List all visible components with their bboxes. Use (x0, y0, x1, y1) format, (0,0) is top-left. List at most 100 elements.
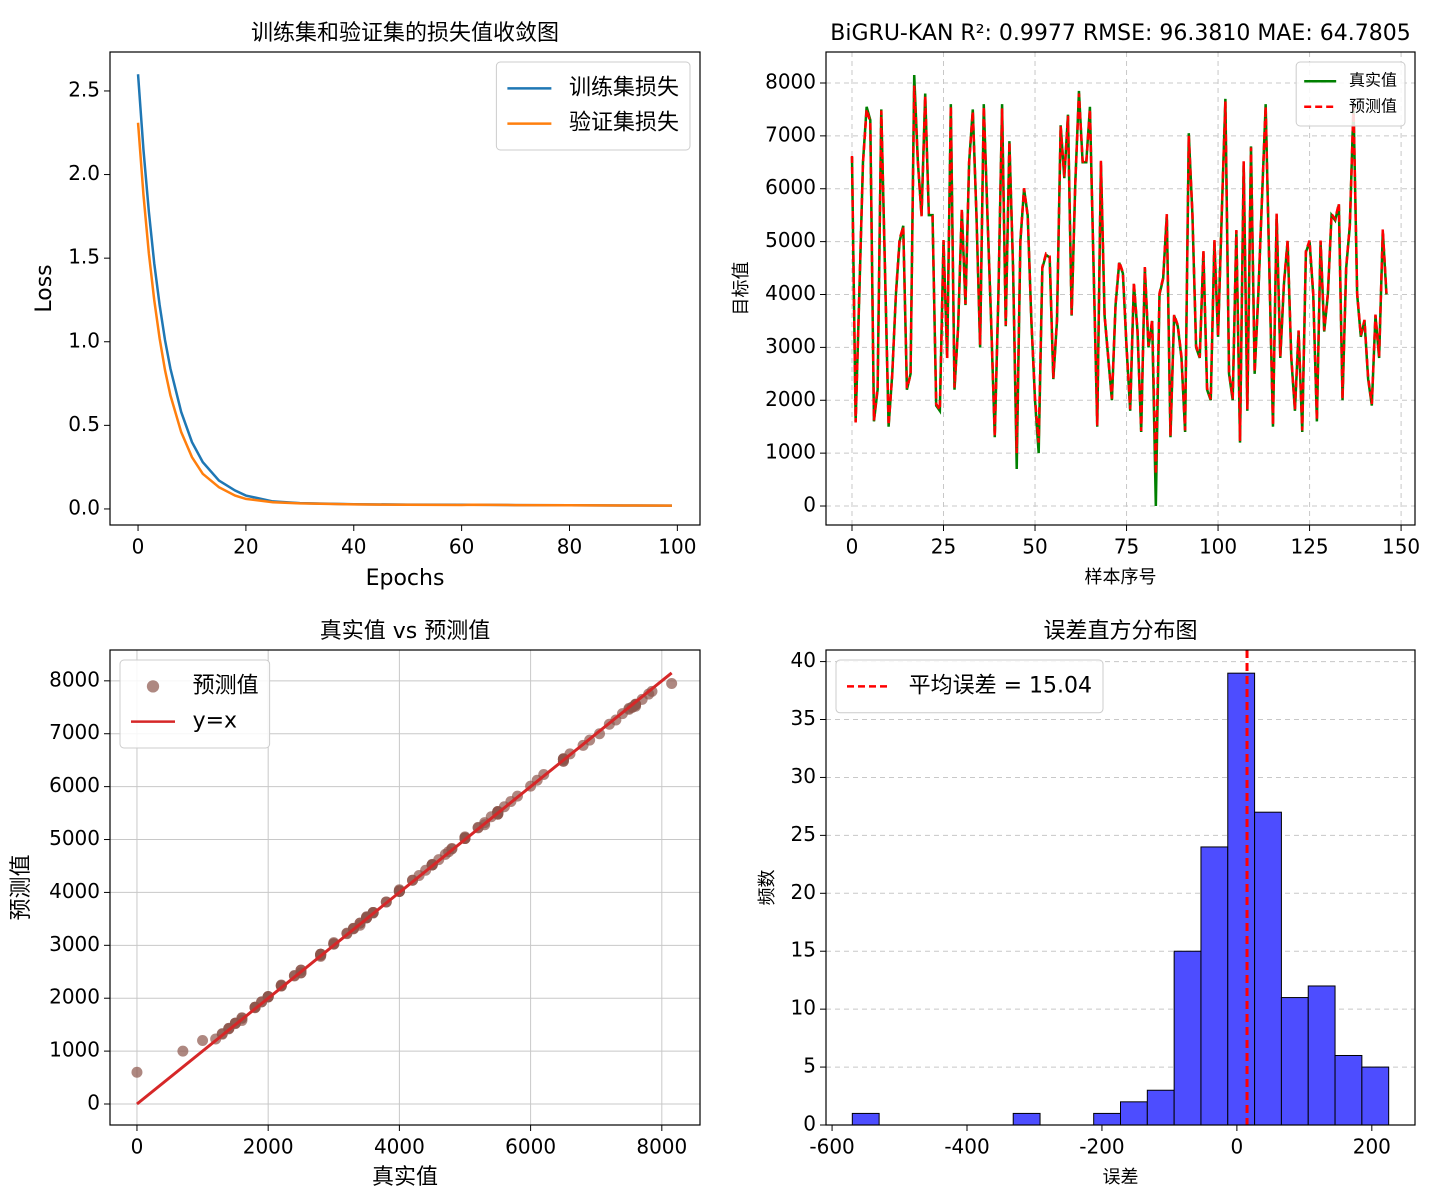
legend-label: 平均误差 = 15.04 (909, 673, 1092, 698)
scatter-point (646, 685, 658, 697)
scatter-point (197, 1035, 209, 1047)
y-tick-label: 40 (791, 648, 816, 672)
histogram-bar (1227, 672, 1256, 1126)
x-tick-label: 0 (131, 1135, 144, 1159)
y-tick-label: 35 (791, 706, 816, 730)
series-line (136, 122, 672, 507)
y-tick-label: 0.5 (68, 412, 100, 436)
x-tick-label: -200 (1079, 1135, 1124, 1159)
x-tick-label: -400 (944, 1135, 989, 1159)
y-tick-label: 0 (87, 1091, 100, 1115)
y-tick-label: 2.5 (68, 77, 100, 101)
axes-frame (825, 51, 1416, 526)
legend: 预测值 y=x (119, 659, 271, 749)
y-axis-label: 目标值 (731, 262, 752, 316)
chart-title: 误差直方分布图 (1043, 619, 1197, 644)
y-axis-label: 预测值 (9, 854, 34, 920)
x-tick-label: 8000 (636, 1135, 687, 1159)
y-tick-label: 3000 (49, 932, 100, 956)
x-tick-label: 60 (449, 535, 474, 559)
histogram-bar (1307, 985, 1336, 1126)
y-tick-label: 0.0 (68, 495, 100, 519)
x-tick-label: 40 (341, 535, 366, 559)
y-tick-label: 2000 (49, 985, 100, 1009)
y-tick-label: 5000 (49, 826, 100, 850)
x-tick-label: -600 (809, 1135, 854, 1159)
x-tick-label: 75 (1114, 535, 1139, 559)
histogram-bar (1361, 1066, 1390, 1126)
x-tick-label: 0 (132, 535, 145, 559)
y-tick-label: 4000 (49, 879, 100, 903)
y-tick-label: 5000 (765, 228, 816, 252)
histogram-bar (1146, 1089, 1175, 1126)
y-tick-label: 8000 (49, 667, 100, 691)
x-tick-label: 0 (1231, 1135, 1244, 1159)
histogram-bar (1200, 846, 1229, 1126)
chart-title: 训练集和验证集的损失值收敛图 (251, 21, 559, 46)
histogram-bar (1280, 997, 1309, 1126)
y-tick-label: 5 (803, 1054, 816, 1078)
legend-label: 训练集损失 (569, 75, 679, 100)
x-tick-label: 4000 (374, 1135, 425, 1159)
histogram-bar (1012, 1112, 1041, 1126)
y-tick-label: 3000 (765, 334, 816, 358)
x-tick-label: 25 (931, 535, 956, 559)
histogram-bar (1173, 950, 1202, 1126)
legend-box (1295, 61, 1406, 127)
y-tick-label: 2000 (765, 387, 816, 411)
legend-label: y=x (193, 709, 237, 734)
scatter-point (630, 699, 642, 711)
legend-label: 预测值 (1349, 96, 1397, 115)
x-tick-label: 100 (658, 535, 696, 559)
histogram-bar (1334, 1054, 1363, 1126)
x-tick-label: 200 (1353, 1135, 1391, 1159)
x-axis-label: 样本序号 (1085, 567, 1157, 588)
x-tick-label: 50 (1022, 535, 1047, 559)
histogram-bar (851, 1112, 880, 1126)
scatter-point (593, 728, 605, 740)
y-tick-label: 6000 (765, 175, 816, 199)
legend-box (119, 659, 271, 749)
x-tick-label: 2000 (243, 1135, 294, 1159)
y-tick-label: 15 (791, 938, 816, 962)
axes-frame (109, 649, 701, 1126)
y-tick-label: 6000 (49, 773, 100, 797)
scatter-point (666, 677, 678, 689)
x-tick-label: 0 (846, 535, 859, 559)
histogram-bar (1120, 1101, 1148, 1126)
y-tick-label: 1000 (765, 440, 816, 464)
x-tick-label: 20 (233, 535, 258, 559)
legend-box (835, 659, 1104, 714)
scatter-point (177, 1045, 189, 1057)
x-tick-label: 80 (557, 535, 582, 559)
axes-frame (825, 649, 1416, 1126)
legend-label: 预测值 (193, 673, 259, 698)
y-tick-label: 1.5 (68, 245, 100, 269)
y-tick-label: 4000 (765, 281, 816, 305)
reference-line (136, 671, 673, 1106)
y-tick-label: 2.0 (68, 161, 100, 185)
chart-title: BiGRU-KAN R²: 0.9977 RMSE: 96.3810 MAE: … (830, 21, 1410, 46)
chart-title: 真实值 vs 预测值 (320, 619, 490, 644)
y-tick-label: 0 (803, 1112, 816, 1136)
legend-label: 真实值 (1349, 71, 1397, 90)
y-tick-label: 30 (791, 764, 816, 788)
x-axis-label: 误差 (1103, 1167, 1139, 1188)
y-axis-label: Loss (32, 264, 57, 312)
y-tick-label: 7000 (765, 122, 816, 146)
histogram-bar (1254, 811, 1282, 1126)
scatter-point (131, 1066, 143, 1078)
x-tick-label: 125 (1290, 535, 1328, 559)
x-axis-label: 真实值 (372, 1165, 438, 1190)
axes-frame (109, 51, 701, 526)
y-tick-label: 25 (791, 822, 816, 846)
y-tick-label: 20 (791, 880, 816, 904)
y-tick-label: 1.0 (68, 328, 100, 352)
histogram-bar (1093, 1112, 1122, 1126)
x-axis-label: Epochs (366, 566, 445, 591)
legend-label: 验证集损失 (569, 111, 679, 136)
